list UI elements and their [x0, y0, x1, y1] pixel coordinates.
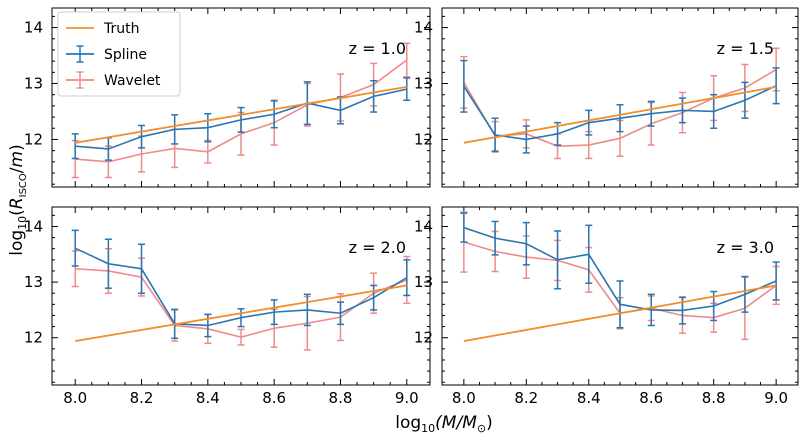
spline-series [460, 59, 780, 154]
panel-label: z = 1.0 [349, 39, 406, 58]
x-tick-label: 9.0 [395, 389, 419, 407]
y-tick-label: 13 [24, 75, 43, 93]
legend-box [57, 11, 181, 97]
y-tick-label: 14 [24, 217, 43, 235]
ticks [442, 8, 798, 187]
panel-label: z = 3.0 [717, 238, 774, 257]
spline-series [71, 77, 411, 161]
plot-area [71, 42, 411, 179]
x-tick-label: 8.6 [639, 389, 663, 407]
panel-label: z = 2.0 [349, 238, 406, 257]
truth-line [75, 284, 407, 342]
panel-label: z = 1.5 [717, 39, 774, 58]
legend-label-spline: Spline [104, 47, 147, 63]
x-tick-label: 8.4 [196, 389, 220, 407]
truth-line [463, 85, 777, 144]
y-axis-title: log10(RISCO/m) [7, 144, 29, 255]
plot-area [460, 47, 780, 160]
legend-label-wavelet: Wavelet [104, 73, 161, 89]
panel-1: 12 13 14 z = 1.0 Truth Spline Wavelet [24, 7, 431, 188]
plot-area [71, 229, 411, 351]
y-tick-label: 13 [414, 75, 433, 93]
x-tick-label: 8.8 [702, 389, 726, 407]
panel-2: 12 13 14 z = 1.5 [414, 7, 799, 188]
wavelet-series [460, 47, 780, 160]
x-tick-label: 9.0 [764, 389, 788, 407]
panel-frame [441, 206, 799, 386]
plot-area [460, 211, 780, 342]
x-axis-title: log10(M/M⊙) [395, 413, 492, 435]
y-tick-label: 12 [414, 130, 433, 148]
x-tick-label: 8.2 [130, 389, 154, 407]
panels-layer: 12 13 14 z = 1.0 Truth Spline Wavelet 12 13 14 z =… [24, 7, 799, 407]
wavelet-series [71, 247, 411, 351]
x-tick-label: 8.6 [262, 389, 286, 407]
y-tick-label: 14 [414, 217, 433, 235]
y-tick-label: 12 [414, 329, 433, 347]
x-tick-label: 8.8 [329, 389, 353, 407]
truth-line [463, 284, 777, 342]
panel-frame [441, 7, 799, 188]
y-tick-label: 14 [24, 19, 43, 37]
x-tick-label: 8.0 [63, 389, 87, 407]
y-tick-label: 14 [414, 19, 433, 37]
x-tick-label: 8.0 [452, 389, 476, 407]
spline-series [460, 212, 780, 329]
panel-4: 12 13 14 8.0 8.2 8.4 8.6 8.8 9.0 z = 3.0 [414, 206, 799, 407]
legend: Truth Spline Wavelet [57, 11, 181, 97]
legend-label-truth: Truth [103, 21, 140, 37]
x-tick-label: 8.4 [577, 389, 601, 407]
panel-frame [51, 206, 431, 386]
panel-frame [51, 7, 431, 188]
panel-3: 12 13 14 8.0 8.2 8.4 8.6 8.8 9.0 z = 2.0 [24, 206, 431, 407]
x-tick-label: 8.2 [514, 389, 538, 407]
truth-line [75, 85, 407, 144]
ticks [442, 207, 798, 385]
y-tick-label: 13 [24, 273, 43, 291]
y-tick-label: 12 [24, 329, 43, 347]
y-tick-label: 13 [414, 273, 433, 291]
y-tick-label: 12 [24, 130, 43, 148]
